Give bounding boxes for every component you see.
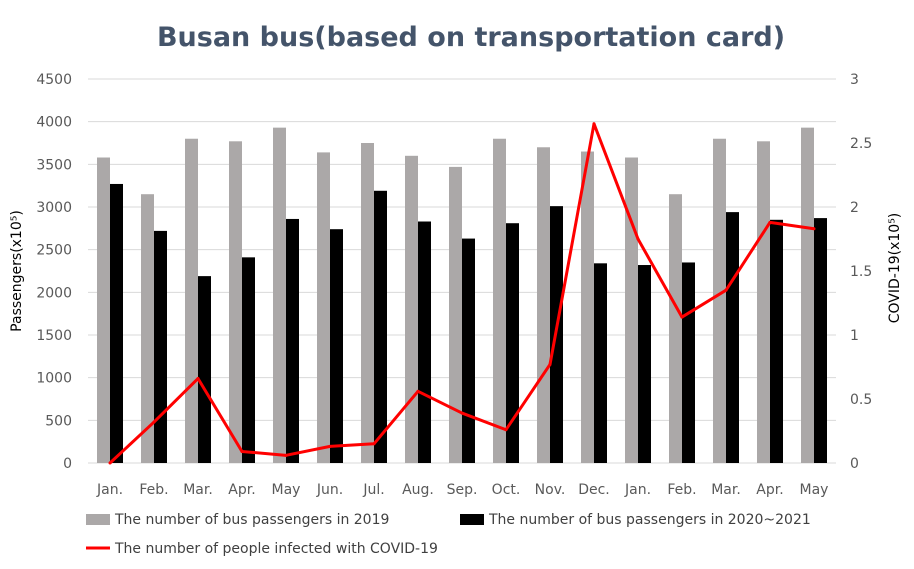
bar-2019 (97, 157, 110, 464)
covid-point (592, 122, 596, 126)
covid-point (636, 237, 640, 241)
bar-2020-2021 (638, 265, 651, 463)
bar-2020-2021 (418, 221, 431, 463)
bar-2020-2021 (682, 262, 695, 463)
covid-line-layer (108, 122, 816, 465)
covid-point (284, 453, 288, 457)
y-tick-label: 4000 (36, 115, 72, 131)
covid-point (416, 389, 420, 393)
y-tick-label: 3000 (36, 200, 72, 216)
y2-tick-label: 1 (850, 328, 859, 344)
y2-axis-title: COVID-19(x10⁵) (887, 213, 903, 324)
covid-point (504, 428, 508, 432)
x-tick-label: Apr. (756, 482, 783, 498)
x-tick-label: Jun. (316, 482, 343, 498)
covid-point (152, 420, 156, 424)
bar-2019 (713, 138, 726, 463)
x-tick-label: Dec. (578, 482, 610, 498)
covid-point (108, 461, 112, 465)
x-axis: Jan. Feb. Mar. Apr. May Jun. Jul. Aug. Sep. Oct. N… (96, 482, 828, 498)
bar-2019 (229, 141, 242, 463)
covid-point (328, 444, 332, 448)
x-tick-label: Jan. (96, 482, 123, 498)
bar-2020-2021 (726, 212, 739, 463)
bar-2020-2021 (242, 257, 255, 463)
y2-tick-label: 0 (850, 456, 859, 472)
bar-2019 (273, 127, 286, 463)
x-tick-label: May (272, 482, 301, 498)
y-tick-label: 1000 (36, 371, 72, 387)
bar-2020-2021 (594, 263, 607, 463)
bar-2020-2021 (154, 230, 167, 463)
bar-2020-2021 (462, 238, 475, 463)
x-tick-label: Mar. (183, 482, 213, 498)
bars (97, 127, 827, 464)
bar-2019 (449, 166, 462, 464)
x-tick-label: Feb. (139, 482, 168, 498)
bar-2020-2021 (374, 190, 387, 463)
x-tick-label: Apr. (228, 482, 255, 498)
bar-2020-2021 (506, 223, 519, 463)
y-tick-label: 1500 (36, 328, 72, 344)
y2-tick-label: 0.5 (850, 392, 872, 408)
y-tick-label: 3500 (36, 157, 72, 173)
covid-point (768, 220, 772, 224)
legend-swatch-2020-2021 (460, 514, 484, 525)
bar-2020-2021 (110, 183, 123, 463)
y2-tick-label: 3 (850, 72, 859, 88)
y2-tick-label: 1.5 (850, 264, 872, 280)
covid-point (548, 362, 552, 366)
legend-label-2020-2021: The number of bus passengers in 2020~202… (488, 512, 811, 528)
bar-2019 (317, 152, 330, 464)
bar-2019 (493, 138, 506, 463)
legend: The number of bus passengers in 2019 The … (86, 512, 811, 557)
covid-point (812, 227, 816, 231)
x-tick-label: Feb. (667, 482, 696, 498)
bar-2019 (625, 157, 638, 464)
covid-point (460, 411, 464, 415)
y-axis-left: 0 500 1000 1500 2000 2500 3000 3500 4000 4500 (36, 72, 72, 472)
y2-tick-label: 2 (850, 200, 859, 216)
x-tick-label: Oct. (492, 482, 521, 498)
y-tick-label: 2500 (36, 243, 72, 259)
bar-2020-2021 (814, 218, 827, 463)
x-tick-label: May (800, 482, 829, 498)
chart-title: Busan bus(based on transportation card) (157, 22, 785, 53)
bar-2020-2021 (770, 219, 783, 463)
bar-2019 (361, 143, 374, 463)
y-axis-right: 0 0.5 1 1.5 2 2.5 3 (850, 72, 872, 472)
covid-point (680, 315, 684, 319)
y2-tick-label: 2.5 (850, 136, 872, 152)
covid-point (196, 377, 200, 381)
y-tick-label: 500 (45, 413, 72, 429)
y-tick-label: 0 (63, 456, 72, 472)
x-tick-label: Nov. (535, 482, 566, 498)
legend-swatch-2019 (86, 514, 110, 525)
x-tick-label: Mar. (711, 482, 741, 498)
bar-2019 (405, 155, 418, 464)
y-tick-label: 2000 (36, 285, 72, 301)
legend-label-covid: The number of people infected with COVID… (114, 541, 438, 557)
x-tick-label: Sep. (447, 482, 478, 498)
bar-2020-2021 (198, 276, 211, 463)
bar-2019 (185, 138, 198, 463)
bar-2020-2021 (286, 218, 299, 463)
bar-2019 (537, 147, 550, 463)
bar-2019 (581, 151, 594, 464)
x-tick-label: Jan. (624, 482, 651, 498)
bar-2020-2021 (330, 229, 343, 463)
bar-2019 (801, 127, 814, 463)
bar-2019 (141, 194, 154, 463)
x-tick-label: Jul. (362, 482, 384, 498)
covid-point (372, 442, 376, 446)
bar-2019 (757, 141, 770, 463)
y-axis-title: Passengers(x10⁵) (9, 210, 25, 332)
y-tick-label: 4500 (36, 72, 72, 88)
x-tick-label: Aug. (402, 482, 434, 498)
covid-point (724, 288, 728, 292)
covid-point (240, 449, 244, 453)
bar-2019 (669, 194, 682, 463)
legend-label-2019: The number of bus passengers in 2019 (114, 512, 389, 528)
